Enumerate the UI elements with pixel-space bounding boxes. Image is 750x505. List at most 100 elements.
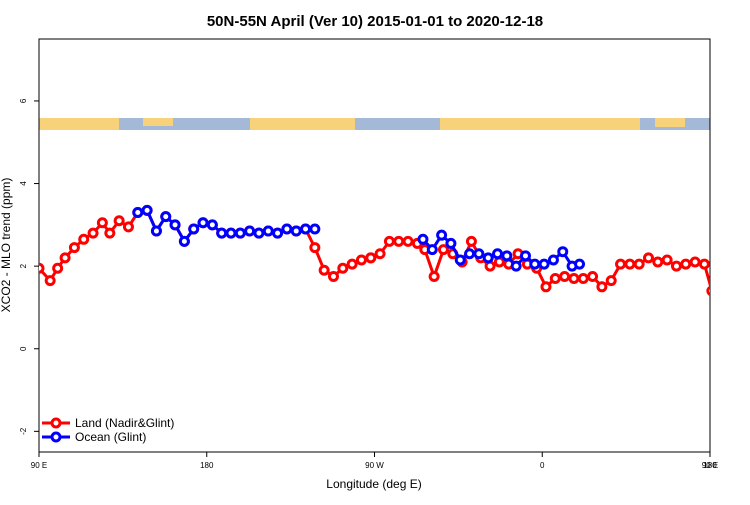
y-axis-label: XCO2 - MLO trend (ppm): [0, 178, 13, 313]
ocean-data-point: [216, 227, 228, 239]
land-data-point: [465, 235, 477, 247]
ocean-data-point: [188, 223, 200, 235]
ocean-data-point: [160, 211, 172, 223]
land-data-point: [428, 270, 440, 282]
x-tick-label: 90 W: [365, 461, 384, 470]
ocean-data-point: [178, 235, 190, 247]
ocean-data-point: [519, 250, 531, 262]
land-data-point: [596, 281, 608, 293]
ocean-data-point: [132, 206, 144, 218]
land-data-point: [661, 254, 673, 266]
land-data-point: [104, 227, 116, 239]
ocean-data-point: [417, 233, 429, 245]
land-data-point: [78, 233, 90, 245]
ocean-data-point: [253, 227, 265, 239]
ocean-data-point: [482, 252, 494, 264]
land-data-point: [706, 285, 710, 297]
land-data-point: [605, 275, 617, 287]
ocean-data-point: [281, 223, 293, 235]
y-tick-label: 6: [19, 98, 28, 103]
ocean-data-point: [473, 248, 485, 260]
land-data-point: [642, 252, 654, 264]
legend: Land (Nadir&Glint) Ocean (Glint): [42, 416, 174, 444]
plot-area: [39, 204, 750, 297]
x-tick-label: 90 E: [31, 461, 47, 470]
land-data-point: [680, 258, 692, 270]
ocean-data-point: [557, 246, 569, 258]
land-data-point: [689, 256, 701, 268]
x-tick-label: 0: [540, 461, 545, 470]
land-data-point: [725, 277, 733, 285]
land-data-point: [327, 270, 339, 282]
land-data-point: [633, 258, 645, 270]
x-tick-label: 180: [200, 461, 214, 470]
land-data-point: [68, 242, 80, 254]
land-data-point: [615, 258, 627, 270]
ocean-data-point: [309, 223, 321, 235]
land-data-point: [587, 270, 599, 282]
land-data-point: [652, 256, 664, 268]
ocean-data-point: [290, 225, 302, 237]
land-data-point: [540, 281, 552, 293]
ocean-data-point: [272, 227, 284, 239]
land-data-point: [346, 258, 358, 270]
plot-frame: [38, 38, 711, 453]
land-data-point: [355, 254, 367, 266]
ocean-data-point: [454, 254, 466, 266]
land-data-point: [365, 252, 377, 264]
land-data-point: [59, 252, 71, 264]
land-data-point: [493, 256, 505, 268]
ocean-data-point: [141, 204, 153, 216]
ocean-data-point: [510, 260, 522, 272]
land-data-point: [715, 264, 723, 272]
land-data-point: [44, 275, 56, 287]
ocean-data-point: [574, 258, 586, 270]
x-tick-label: 90 E: [702, 461, 718, 470]
ocean-data-point: [492, 248, 504, 260]
ocean-data-point: [529, 258, 541, 270]
series-layer: [39, 204, 750, 297]
legend-ocean-marker: [50, 431, 62, 443]
legend-land-label: Land (Nadir&Glint): [75, 416, 174, 430]
ocean-data-point: [547, 254, 559, 266]
ocean-data-point: [262, 225, 274, 237]
ocean-data-point: [501, 250, 513, 262]
land-data-point: [734, 264, 742, 272]
x-axis-label: Longitude (deg E): [326, 477, 421, 491]
ocean-data-point: [300, 223, 312, 235]
ocean-data-point: [464, 248, 476, 260]
ocean-data-point: [225, 227, 237, 239]
land-data-point: [122, 221, 134, 233]
ocean-data-point: [206, 219, 218, 231]
y-tick-label: -2: [19, 427, 28, 435]
ocean-data-point: [244, 225, 256, 237]
land-data-point: [87, 227, 99, 239]
land-data-point: [743, 254, 750, 262]
map-strip-land-europe: [440, 118, 640, 130]
legend-land-marker: [50, 417, 62, 429]
land-data-point: [374, 248, 386, 260]
ocean-data-point: [426, 244, 438, 256]
y-tick-label: 2: [19, 263, 28, 268]
map-strip-land-alaska: [143, 118, 173, 126]
land-data-point: [437, 244, 449, 256]
map-strip-land-asia: [39, 118, 119, 130]
map-strip-land-kamchatka: [655, 118, 685, 127]
chart-title: 50N-55N April (Ver 10) 2015-01-01 to 202…: [207, 13, 543, 30]
land-data-point: [402, 235, 414, 247]
land-data-point: [383, 235, 395, 247]
land-data-point: [393, 235, 405, 247]
land-data-point: [96, 217, 108, 229]
land-data-point: [624, 258, 636, 270]
land-data-point: [549, 273, 561, 285]
land-data-point: [309, 242, 321, 254]
land-data-point: [577, 273, 589, 285]
ocean-data-point: [436, 229, 448, 241]
land-data-point: [559, 270, 571, 282]
y-tick-label: 0: [19, 346, 28, 351]
ocean-data-point: [234, 227, 246, 239]
land-data-point: [698, 258, 710, 270]
land-data-point: [39, 262, 45, 274]
